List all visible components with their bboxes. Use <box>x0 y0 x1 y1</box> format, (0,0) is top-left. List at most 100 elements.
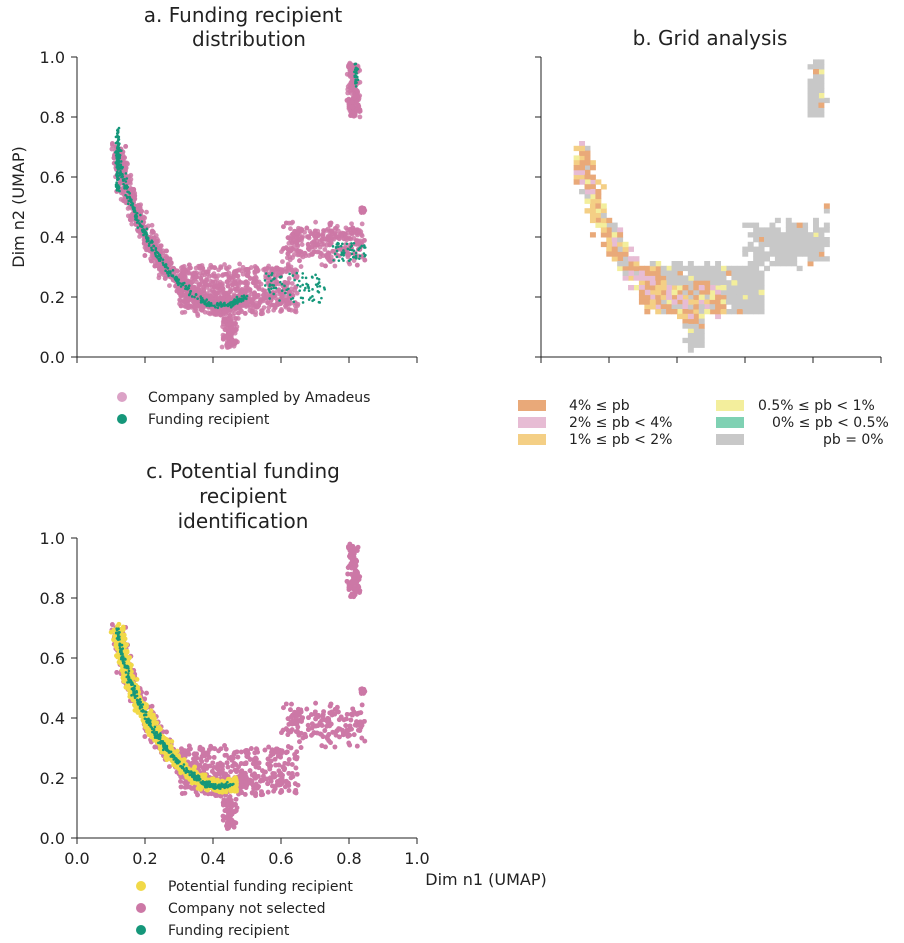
funding-recipient-point <box>331 245 335 248</box>
company-point <box>233 327 239 333</box>
company-point <box>320 233 326 238</box>
grid-cell <box>818 107 825 113</box>
grid-cell <box>677 294 683 300</box>
grid-cell <box>813 93 819 99</box>
funding-recipient-point <box>193 295 196 299</box>
grid-cell <box>813 237 819 243</box>
grid-cell <box>589 208 596 214</box>
grid-cell <box>655 304 662 310</box>
grid-cell <box>693 270 700 276</box>
funding-recipient-point <box>354 85 358 88</box>
company-point <box>219 344 225 350</box>
grid-cell <box>785 227 792 233</box>
grid-cell <box>753 246 760 252</box>
company-point <box>218 312 224 318</box>
grid-cell <box>742 275 749 281</box>
funding-recipient-point <box>312 298 316 302</box>
funding-recipient-point <box>126 202 130 206</box>
grid-cell <box>736 280 743 286</box>
company-point <box>214 283 220 289</box>
funding-recipient-point <box>231 302 234 305</box>
grid-cell <box>638 285 645 291</box>
grid-cell <box>611 246 618 252</box>
grid-cell <box>823 237 830 243</box>
grid-cell <box>644 294 651 300</box>
grid-cell <box>644 304 651 310</box>
company-point <box>231 270 237 276</box>
funding-recipient-point <box>182 281 186 285</box>
grid-cell <box>747 246 754 252</box>
grid-cell <box>725 285 732 291</box>
funding-recipient-point <box>301 296 305 300</box>
funding-recipient-point <box>184 284 188 288</box>
grid-cell <box>774 232 781 238</box>
grid-cell <box>622 246 629 252</box>
grid-cell <box>731 309 738 315</box>
grid-cell <box>704 285 711 291</box>
company-point <box>285 251 291 257</box>
grid-cell <box>785 217 792 224</box>
company-point <box>232 286 238 292</box>
grid-cell <box>813 78 819 84</box>
grid-cell <box>764 232 770 238</box>
grid-cell <box>725 265 732 272</box>
grid-cell <box>823 256 830 262</box>
grid-cell <box>595 208 602 214</box>
grid-cell <box>671 285 678 291</box>
grid-cell <box>687 289 694 296</box>
grid-cell <box>589 184 596 190</box>
grid-cell <box>758 251 765 257</box>
grid-cell <box>682 280 689 286</box>
grid-cell <box>606 227 613 233</box>
grid-cell <box>628 275 634 281</box>
grid-cell <box>753 294 760 300</box>
grid-cell <box>807 112 814 118</box>
grid-cell <box>682 337 689 344</box>
company-point <box>348 230 354 236</box>
grid-cell <box>780 241 787 248</box>
grid-cell <box>813 232 819 238</box>
grid-cell <box>600 232 607 238</box>
company-point <box>285 235 291 241</box>
company-point <box>197 282 203 287</box>
grid-cell <box>589 213 596 219</box>
company-point <box>139 208 145 214</box>
company-point <box>352 111 358 117</box>
funding-recipient-point <box>152 244 156 248</box>
grid-cell <box>633 256 640 262</box>
company-point <box>262 266 268 272</box>
grid-cell <box>807 232 814 238</box>
grid-cell <box>709 299 716 305</box>
grid-cell <box>644 309 651 315</box>
funding-recipient-point <box>311 288 314 291</box>
company-point <box>215 273 221 279</box>
company-point <box>128 172 134 178</box>
company-point <box>345 252 351 258</box>
company-point <box>286 276 292 281</box>
grid-cell <box>595 213 602 219</box>
funding-recipient-point <box>270 273 273 277</box>
grid-cell <box>823 222 830 228</box>
grid-cell <box>747 232 754 238</box>
funding-recipient-point <box>123 178 126 181</box>
grid-cell <box>785 222 792 228</box>
grid-cell <box>704 294 711 300</box>
grid-cell <box>698 304 705 310</box>
grid-cell <box>818 112 825 118</box>
company-point <box>224 279 230 285</box>
funding-recipient-point <box>190 295 194 298</box>
grid-cell <box>660 304 667 310</box>
grid-cell <box>693 304 700 310</box>
funding-recipient-point <box>118 154 121 158</box>
grid-cell <box>731 304 738 310</box>
grid-cell <box>715 309 722 315</box>
funding-recipient-point <box>335 255 339 259</box>
grid-cell <box>660 294 667 300</box>
panel-a-title-line-1: a. Funding recipient <box>144 3 343 27</box>
grid-cell <box>617 237 624 243</box>
grid-cell <box>791 222 798 228</box>
grid-cell <box>589 217 596 224</box>
grid-cell <box>725 299 732 305</box>
company-point <box>360 207 366 212</box>
grid-cell <box>573 160 580 166</box>
